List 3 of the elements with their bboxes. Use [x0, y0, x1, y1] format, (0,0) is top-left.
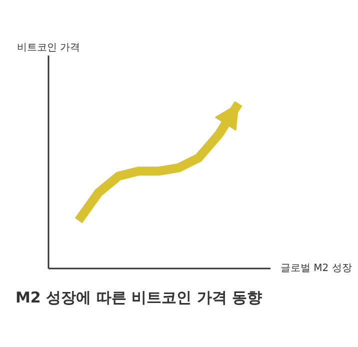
- y-axis-title: 비트코인 가격: [16, 42, 80, 54]
- text: M2 성장에 따른 비트코인 가격 동향: [16, 288, 262, 306]
- x-axis-title: 글로벌 M2 성장: [280, 263, 352, 274]
